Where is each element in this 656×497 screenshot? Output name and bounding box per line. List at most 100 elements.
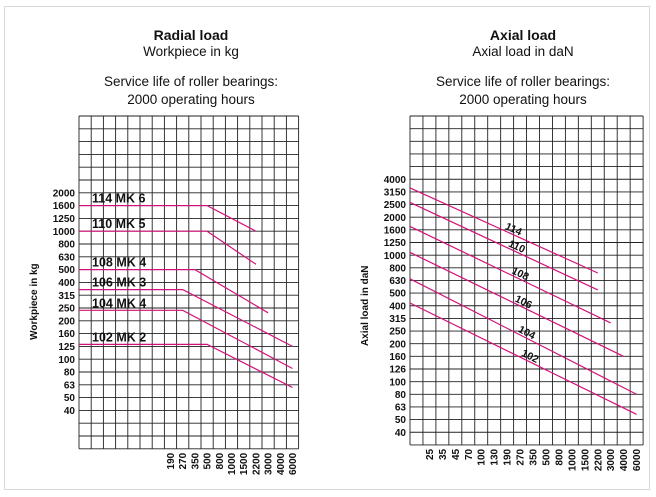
y-tick-label: 40: [64, 406, 76, 417]
x-tick-label: 35: [438, 448, 449, 460]
series-line: [79, 309, 293, 370]
y-tick-label: 1250: [53, 214, 76, 225]
chart-note-line1: Service life of roller bearings:: [104, 74, 278, 89]
x-tick-label: 6000: [288, 452, 299, 475]
y-tick-label: 2000: [53, 188, 76, 199]
y-tick-label: 1250: [384, 238, 407, 249]
y-tick-label: 63: [64, 380, 76, 391]
series-line: [79, 343, 293, 389]
series-line: [79, 205, 257, 232]
y-tick-label: 40: [395, 428, 407, 439]
figure-frame: [4, 6, 650, 490]
chart-subtitle: Axial load in daN: [472, 44, 573, 59]
y-tick-label: 80: [64, 368, 76, 379]
y-tick-label: 200: [58, 316, 75, 327]
x-tick-label: 4000: [276, 452, 287, 475]
x-tick-label: 2200: [593, 448, 604, 471]
chart-title: Axial load: [490, 27, 556, 43]
y-tick-label: 315: [58, 291, 75, 302]
x-tick-label: 4000: [619, 448, 630, 471]
x-tick-label: 3000: [606, 448, 617, 471]
y-tick-label: 1000: [53, 227, 76, 238]
y-tick-label: 160: [58, 329, 75, 340]
x-tick-label: 270: [178, 452, 189, 469]
series-line: [409, 251, 624, 357]
x-tick-label: 1500: [239, 452, 250, 475]
y-tick-label: 126: [389, 365, 406, 376]
series-label: 114 MK 6: [92, 192, 146, 206]
series-label: 102 MK 2: [92, 330, 146, 344]
y-tick-label: 400: [58, 278, 75, 289]
x-tick-label: 1000: [567, 448, 578, 471]
series-line: [409, 278, 637, 395]
x-tick-label: 350: [529, 448, 540, 465]
plot-grid: [409, 115, 644, 446]
y-tick-label: 50: [64, 393, 76, 404]
y-tick-label: 80: [395, 390, 407, 401]
x-tick-label: 800: [215, 452, 226, 469]
y-tick-label: 2500: [384, 200, 407, 211]
chart-subtitle: Workpiece in kg: [143, 44, 239, 59]
series-label: 110 MK 5: [92, 217, 146, 231]
series-label: 108 MK 4: [92, 256, 146, 270]
x-tick-label: 1500: [580, 448, 591, 471]
series-label: 114: [503, 221, 524, 239]
y-tick-label: 2000: [384, 213, 407, 224]
y-tick-label: 100: [58, 355, 75, 366]
x-tick-label: 800: [554, 448, 565, 465]
series-label: 110: [507, 238, 528, 256]
series-line: [79, 269, 269, 314]
y-tick-label: 630: [389, 276, 406, 287]
series-label: 104: [516, 324, 537, 343]
chart-note-line1: Service life of roller bearings:: [436, 74, 610, 89]
series-line: [409, 187, 599, 274]
x-tick-label: 350: [190, 452, 201, 469]
y-tick-label: 250: [389, 327, 406, 338]
y-axis-label: Workpiece in kg: [29, 263, 40, 340]
y-tick-label: 500: [389, 289, 406, 300]
x-tick-label: 130: [490, 448, 501, 465]
x-tick-label: 45: [451, 448, 462, 460]
y-tick-label: 1600: [53, 201, 76, 212]
y-tick-label: 50: [395, 415, 407, 426]
y-axis-label: Axial load in daN: [360, 265, 371, 346]
plot-grid: [78, 115, 300, 450]
chart-note-line2: 2000 operating hours: [127, 92, 255, 107]
y-tick-label: 1000: [384, 251, 407, 262]
y-tick-label: 63: [395, 403, 407, 414]
y-tick-label: 100: [389, 377, 406, 388]
series-label: 104 MK 4: [92, 296, 146, 310]
series-label: 102: [519, 347, 540, 366]
x-tick-label: 500: [541, 448, 552, 465]
x-tick-label: 6000: [632, 448, 643, 471]
x-tick-label: 190: [503, 448, 514, 465]
series-line: [409, 201, 599, 291]
y-tick-label: 3150: [384, 188, 407, 199]
y-tick-label: 250: [58, 304, 75, 315]
y-tick-label: 315: [389, 314, 406, 325]
y-tick-label: 1600: [384, 225, 407, 236]
series-line: [409, 302, 637, 415]
y-tick-label: 630: [58, 252, 75, 263]
y-tick-label: 800: [58, 240, 75, 251]
x-tick-label: 270: [516, 448, 527, 465]
x-tick-label: 70: [464, 448, 475, 460]
chart-title: Radial load: [154, 27, 229, 43]
series-label: 106 MK 3: [92, 276, 146, 290]
chart-note-line2: 2000 operating hours: [459, 92, 587, 107]
y-tick-label: 125: [58, 342, 75, 353]
series-label: 106: [513, 293, 534, 312]
x-tick-label: 2200: [251, 452, 262, 475]
y-tick-label: 500: [58, 265, 75, 276]
x-unit-exponent: -1: [404, 496, 412, 497]
x-tick-label: 500: [203, 452, 214, 469]
y-tick-label: 160: [389, 352, 406, 363]
x-tick-label: 1000: [227, 452, 238, 475]
x-unit-label: min-1: [384, 496, 411, 497]
y-tick-label: 4000: [384, 175, 407, 186]
x-tick-label: 3000: [264, 452, 275, 475]
series-line: [79, 289, 293, 347]
